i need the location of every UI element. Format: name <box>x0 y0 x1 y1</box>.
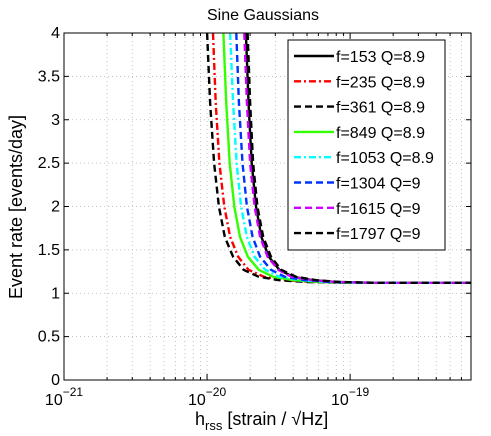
y-tick-label: 1.5 <box>38 242 60 259</box>
series-line-7 <box>246 33 471 284</box>
legend-label: f=153 Q=8.9 <box>336 49 425 66</box>
legend-label: f=849 Q=8.9 <box>336 125 425 142</box>
x-axis-label-main: h <box>195 409 205 429</box>
legend-label: f=1797 Q=9 <box>336 226 421 243</box>
legend-label: f=1304 Q=9 <box>336 176 421 193</box>
legend: f=153 Q=8.9 f=235 Q=8.9 f=361 Q=8.9 f=849 Q… <box>287 39 446 251</box>
legend-label: f=235 Q=8.9 <box>336 74 425 91</box>
chart-title: Sine Gaussians <box>207 7 319 24</box>
x-tick-label: 10−21 <box>45 385 83 409</box>
y-tick-label: 2.5 <box>38 155 60 172</box>
x-tick-exponent: −21 <box>63 385 84 399</box>
y-tick-label: 3.5 <box>38 68 60 85</box>
x-axis-label-subscript: rss <box>205 418 223 433</box>
x-axis-label: hrss [strain / √Hz] <box>195 409 328 433</box>
y-tick-label: 3 <box>51 112 60 129</box>
x-tick-exponent: −19 <box>349 385 370 399</box>
series-line-6 <box>243 33 471 284</box>
series-lines <box>205 33 471 284</box>
legend-label: f=1053 Q=8.9 <box>336 150 434 167</box>
x-tick-base: 10 <box>188 392 206 409</box>
x-tick-base: 10 <box>45 392 63 409</box>
x-tick-label: 10−19 <box>331 385 369 409</box>
y-tick-label: 0 <box>51 372 60 389</box>
y-tick-label: 4 <box>51 25 60 42</box>
y-tick-label: 1 <box>51 285 60 302</box>
legend-label: f=361 Q=8.9 <box>336 100 425 117</box>
x-tick-label: 10−20 <box>188 385 226 409</box>
x-axis-label-units: [strain / √Hz] <box>222 409 328 429</box>
legend-label: f=1615 Q=9 <box>336 201 421 218</box>
x-tick-exponent: −20 <box>206 385 227 399</box>
y-tick-label: 2 <box>51 199 60 216</box>
y-axis-label: Event rate [events/day] <box>6 115 26 299</box>
x-tick-base: 10 <box>331 392 349 409</box>
legend-box <box>287 39 446 251</box>
y-tick-label: 0.5 <box>38 329 60 346</box>
